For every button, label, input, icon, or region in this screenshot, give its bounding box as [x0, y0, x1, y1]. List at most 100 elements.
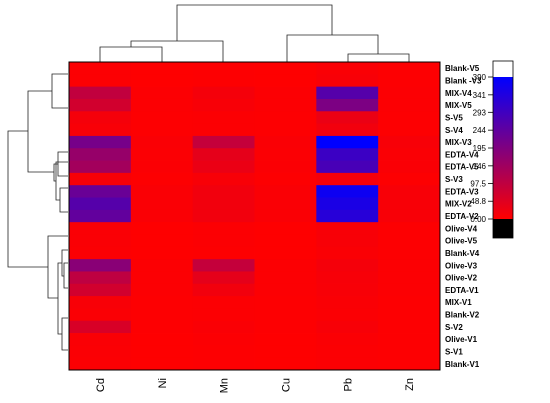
heatmap-cell	[192, 271, 255, 285]
column-label: Zn	[404, 378, 416, 391]
heatmap-cell	[254, 86, 317, 100]
heatmap-cell	[316, 283, 379, 297]
legend-tick-label: 244	[473, 126, 487, 135]
heatmap-cell	[254, 197, 317, 211]
heatmap-cell	[69, 308, 132, 322]
heatmap-cell	[130, 197, 194, 211]
heatmap-cell	[130, 283, 194, 297]
heatmap-cell	[254, 333, 317, 346]
row-label: Blank-V4	[445, 249, 480, 258]
column-label: Cu	[280, 378, 292, 392]
heatmap-cell	[192, 283, 255, 297]
heatmap-cell	[254, 271, 317, 285]
legend-tick-label: 0.00	[470, 215, 486, 224]
heatmap-cell	[69, 62, 132, 75]
heatmap-cell	[378, 160, 441, 174]
legend-tick-label: 97.5	[470, 180, 486, 189]
heatmap-cell	[316, 234, 379, 248]
heatmap-cell	[316, 62, 379, 75]
heatmap-cell	[192, 222, 255, 235]
heatmap-cell	[378, 271, 441, 285]
row-label: EDTA-V2	[445, 212, 479, 221]
heatmap-cell	[316, 296, 379, 309]
heatmap-cell	[130, 222, 194, 235]
heatmap-cell	[69, 246, 132, 260]
heatmap-cell	[316, 345, 379, 359]
heatmap-cell	[130, 62, 194, 75]
heatmap-cell	[254, 160, 317, 174]
heatmap-cell	[254, 135, 317, 149]
heatmap-cell	[69, 209, 132, 223]
heatmap-cell	[316, 135, 379, 149]
heatmap-cell	[378, 296, 441, 309]
heatmap-cell	[69, 160, 132, 174]
heatmap-cell	[130, 74, 194, 88]
heatmap-cell	[130, 345, 194, 359]
heatmap-cell	[378, 74, 441, 88]
heatmap-cell	[192, 296, 255, 309]
heatmap-cell	[254, 283, 317, 297]
heatmap-cell	[254, 74, 317, 88]
heatmap-cell	[316, 271, 379, 285]
heatmap-cell	[378, 283, 441, 297]
legend-tick-label: 293	[473, 108, 487, 117]
heatmap-cell	[192, 135, 255, 149]
heatmap-cell	[316, 197, 379, 211]
heatmap-cell	[316, 185, 379, 198]
legend-frame	[492, 60, 514, 239]
heatmap-cell	[69, 357, 132, 371]
heatmap-cell	[192, 62, 255, 75]
heatmap-cell	[130, 333, 194, 346]
heatmap-cell	[130, 111, 194, 124]
row-label: MIX-V5	[445, 101, 472, 110]
heatmap-cell	[316, 172, 379, 186]
heatmap-cell	[192, 86, 255, 100]
legend-ticks: 390 341 293 244 195 146 97.5 48.8 0.00	[470, 73, 493, 224]
row-label: MIX-V3	[445, 138, 472, 147]
row-label: MIX-V4	[445, 89, 472, 98]
heatmap-cell	[316, 123, 379, 137]
column-label: Mn	[219, 378, 231, 393]
heatmap-cell	[378, 357, 441, 371]
heatmap-cell	[378, 197, 441, 211]
heatmap-cell	[316, 160, 379, 174]
heatmap-cell	[69, 86, 132, 100]
heatmap-cell	[378, 172, 441, 186]
heatmap-cell	[254, 357, 317, 371]
legend-tick-label: 146	[473, 162, 487, 171]
heatmap-cell	[130, 320, 194, 334]
legend-gradient-bar	[493, 77, 513, 219]
heatmap-cell	[316, 86, 379, 100]
heatmap-cell	[316, 74, 379, 88]
heatmap-cell	[254, 259, 317, 272]
heatmap-cell	[130, 160, 194, 174]
heatmap-cell	[69, 98, 132, 112]
heatmap-cell	[378, 148, 441, 161]
heatmap-cell	[69, 197, 132, 211]
heatmap-cell	[192, 185, 255, 198]
heatmap-cell	[316, 209, 379, 223]
heatmap-cell	[130, 357, 194, 371]
row-label: S-V5	[445, 113, 463, 122]
heatmap-cells	[69, 62, 441, 371]
heatmap-cell	[192, 308, 255, 322]
heatmap-cell	[192, 345, 255, 359]
heatmap-cell	[69, 135, 132, 149]
heatmap-cell	[69, 185, 132, 198]
heatmap-cell	[192, 111, 255, 124]
heatmap-cell	[316, 259, 379, 272]
heatmap-cell	[378, 86, 441, 100]
color-legend: 390 341 293 244 195 146 97.5 48.8 0.00	[470, 60, 514, 239]
heatmap-cell	[316, 98, 379, 112]
heatmap-cell	[378, 345, 441, 359]
column-label: Pb	[342, 378, 354, 391]
legend-tick-label: 195	[473, 144, 487, 153]
heatmap-cell	[254, 308, 317, 322]
row-label: Olive-V3	[445, 261, 478, 270]
heatmap-cell	[378, 209, 441, 223]
legend-tick-label: 341	[473, 91, 487, 100]
heatmap-cell	[378, 320, 441, 334]
row-label: S-V3	[445, 175, 463, 184]
heatmap-cell	[69, 234, 132, 248]
